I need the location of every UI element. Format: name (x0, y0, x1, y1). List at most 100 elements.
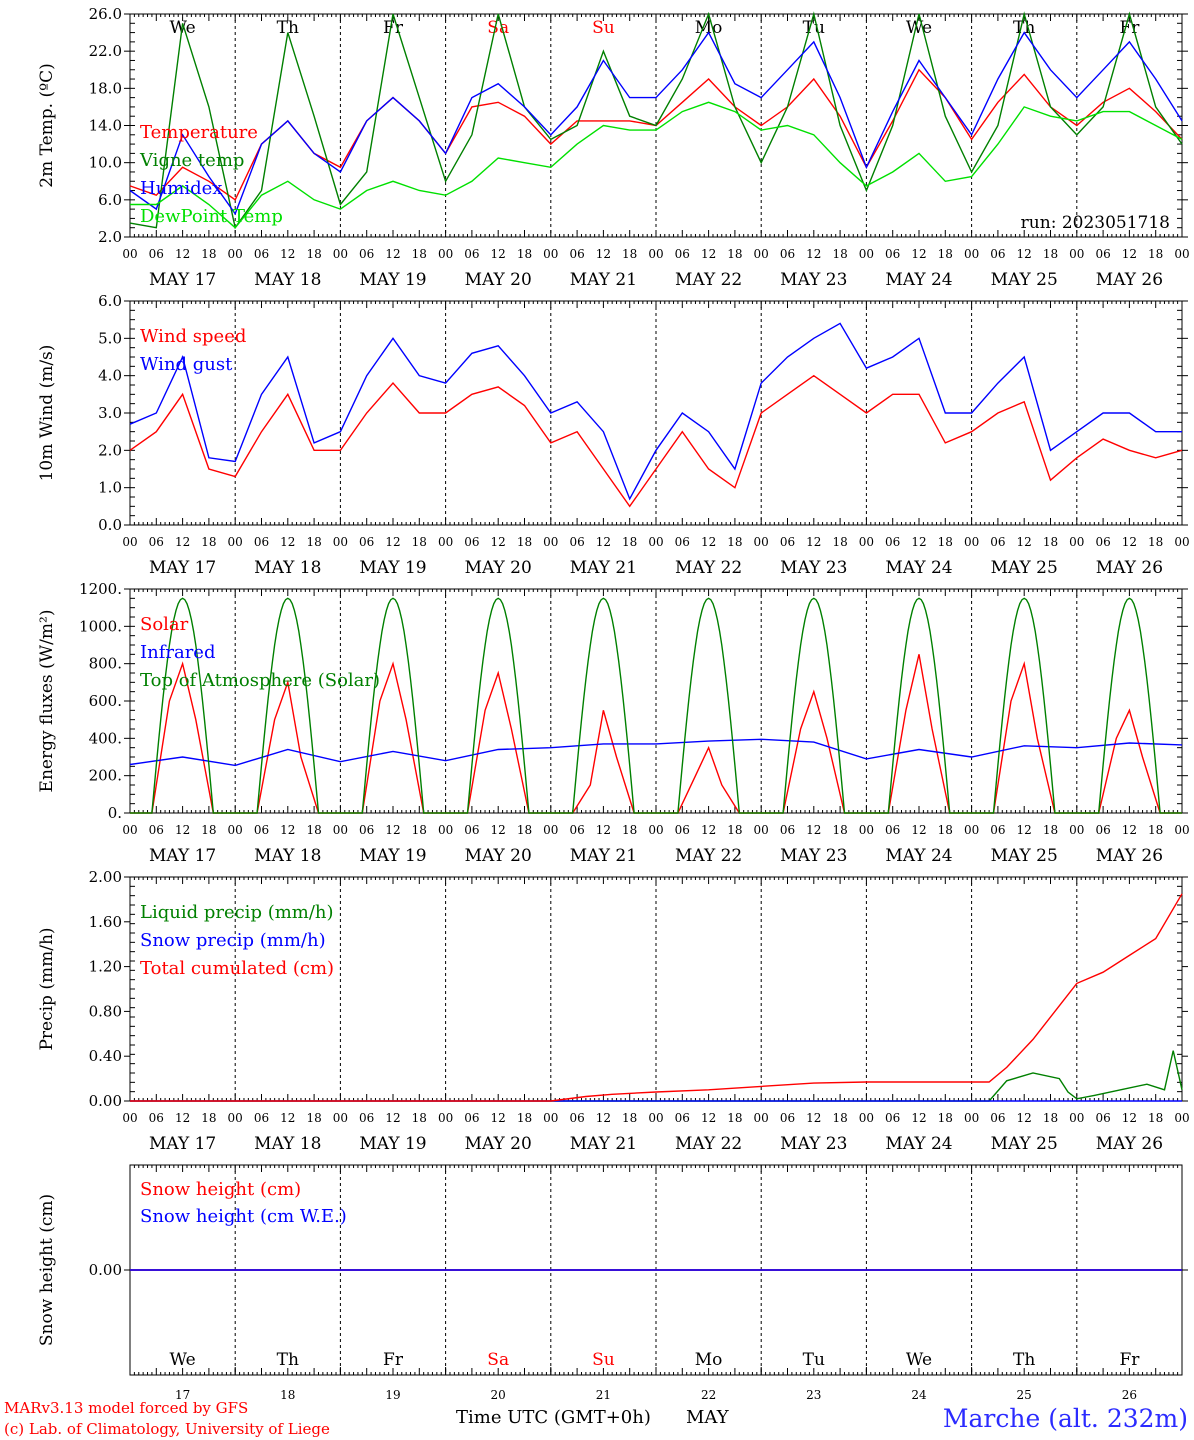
y-tick-label: 6.0 (98, 292, 122, 310)
weekday-label: We (906, 1350, 932, 1370)
hour-label: 06 (569, 1111, 584, 1125)
y-tick-label: 1200. (79, 580, 122, 598)
hour-label: 18 (1043, 823, 1058, 837)
hour-label: 00 (1174, 823, 1189, 837)
hour-label: 12 (701, 823, 716, 837)
hour-label: 06 (149, 535, 164, 549)
y-tick-label: 14.0 (89, 117, 122, 135)
day-number-label: 25 (1017, 1388, 1032, 1402)
hour-label: 12 (596, 247, 611, 261)
hour-label: 06 (359, 823, 374, 837)
hour-label: 00 (228, 823, 243, 837)
hour-label: 12 (491, 1111, 506, 1125)
hour-label: 18 (622, 1111, 637, 1125)
hour-label: 12 (806, 247, 821, 261)
weekday-label: Th (277, 1350, 299, 1370)
date-label: MAY 23 (780, 846, 847, 866)
y-tick-label: 400. (89, 729, 122, 747)
hour-label: 06 (149, 247, 164, 261)
hour-label: 18 (306, 823, 321, 837)
hour-label: 06 (254, 535, 269, 549)
weekday-label: Tu (803, 1350, 825, 1370)
hour-label: 00 (122, 247, 137, 261)
hour-label: 00 (122, 1111, 137, 1125)
hour-label: 06 (885, 1111, 900, 1125)
y-axis-label: 2m Temp. (ºC) (37, 63, 57, 188)
hour-label: 18 (1148, 823, 1163, 837)
hour-label: 00 (333, 535, 348, 549)
hour-label: 00 (122, 535, 137, 549)
panel-frame (129, 588, 1183, 814)
hour-label: 00 (1069, 1111, 1084, 1125)
y-tick-label: 200. (89, 767, 122, 785)
hour-label: 18 (622, 535, 637, 549)
hour-label: 12 (1017, 1111, 1032, 1125)
hour-label: 00 (648, 823, 663, 837)
hour-label: 12 (1017, 247, 1032, 261)
y-tick-label: 18.0 (89, 79, 122, 97)
hour-label: 12 (596, 823, 611, 837)
date-label: MAY 26 (1096, 558, 1163, 578)
legend-entry: Humidex (140, 178, 222, 199)
hour-label: 18 (306, 247, 321, 261)
weekday-label: We (906, 18, 932, 38)
y-tick-label: 0. (108, 804, 122, 822)
hour-label: 12 (175, 823, 190, 837)
hour-label: 06 (254, 1111, 269, 1125)
date-label: MAY 26 (1096, 270, 1163, 290)
hour-label: 06 (1095, 1111, 1110, 1125)
weekday-label: Th (1013, 18, 1035, 38)
hour-label: 18 (517, 535, 532, 549)
date-label: MAY 26 (1096, 1134, 1163, 1154)
hour-label: 18 (201, 535, 216, 549)
panel-1: 2.0 6.0 10.0 14.0 18.0 22.0 26.0 2m Temp. (ºC) 0… (37, 5, 1190, 290)
footer: MARv3.13 model forced by GFS (c) Lab. of… (4, 1399, 1188, 1438)
hour-label: 06 (359, 247, 374, 261)
weekday-label: Th (1013, 1350, 1035, 1370)
hour-label: 00 (964, 823, 979, 837)
hour-label: 06 (990, 823, 1005, 837)
hour-label: 18 (201, 823, 216, 837)
legend-entry: Vigne temp (139, 150, 244, 171)
hour-label: 00 (859, 535, 874, 549)
legend-entry: Infrared (140, 642, 215, 663)
hour-label: 00 (122, 823, 137, 837)
hour-label: 00 (438, 247, 453, 261)
hour-label: 18 (201, 1111, 216, 1125)
hour-label: 00 (754, 823, 769, 837)
hour-label: 06 (675, 247, 690, 261)
date-label: MAY 18 (254, 270, 321, 290)
hour-label: 00 (859, 1111, 874, 1125)
hour-label: 12 (1122, 535, 1137, 549)
hour-label: 06 (149, 823, 164, 837)
hour-label: 06 (990, 247, 1005, 261)
weekday-label: Mo (695, 18, 723, 38)
weekday-label: Mo (695, 1350, 723, 1370)
hour-label: 00 (754, 535, 769, 549)
hour-label: 00 (333, 1111, 348, 1125)
date-label: MAY 24 (885, 1134, 952, 1154)
hour-label: 00 (964, 1111, 979, 1125)
series-line (129, 738, 1183, 767)
hour-label: 00 (964, 247, 979, 261)
legend-entry: Wind gust (140, 354, 233, 375)
hour-label: 00 (1069, 247, 1084, 261)
hour-label: 06 (885, 823, 900, 837)
hour-label: 06 (885, 247, 900, 261)
series-line (130, 101, 1183, 229)
hour-label: 18 (412, 535, 427, 549)
hour-label: 12 (280, 823, 295, 837)
date-label: MAY 17 (149, 846, 216, 866)
day-number-label: 23 (806, 1388, 821, 1402)
hour-label: 12 (491, 535, 506, 549)
hour-label: 18 (938, 535, 953, 549)
panel-frame (129, 300, 1183, 526)
hour-label: 06 (149, 1111, 164, 1125)
legend-entry: Total cumulated (cm) (140, 958, 334, 979)
hour-label: 18 (517, 823, 532, 837)
hour-label: 18 (938, 247, 953, 261)
legend-entry: Snow precip (mm/h) (140, 930, 326, 951)
y-tick-label: 2.0 (98, 228, 122, 246)
weekday-label: Fr (383, 18, 404, 38)
day-number-label: 21 (596, 1388, 611, 1402)
